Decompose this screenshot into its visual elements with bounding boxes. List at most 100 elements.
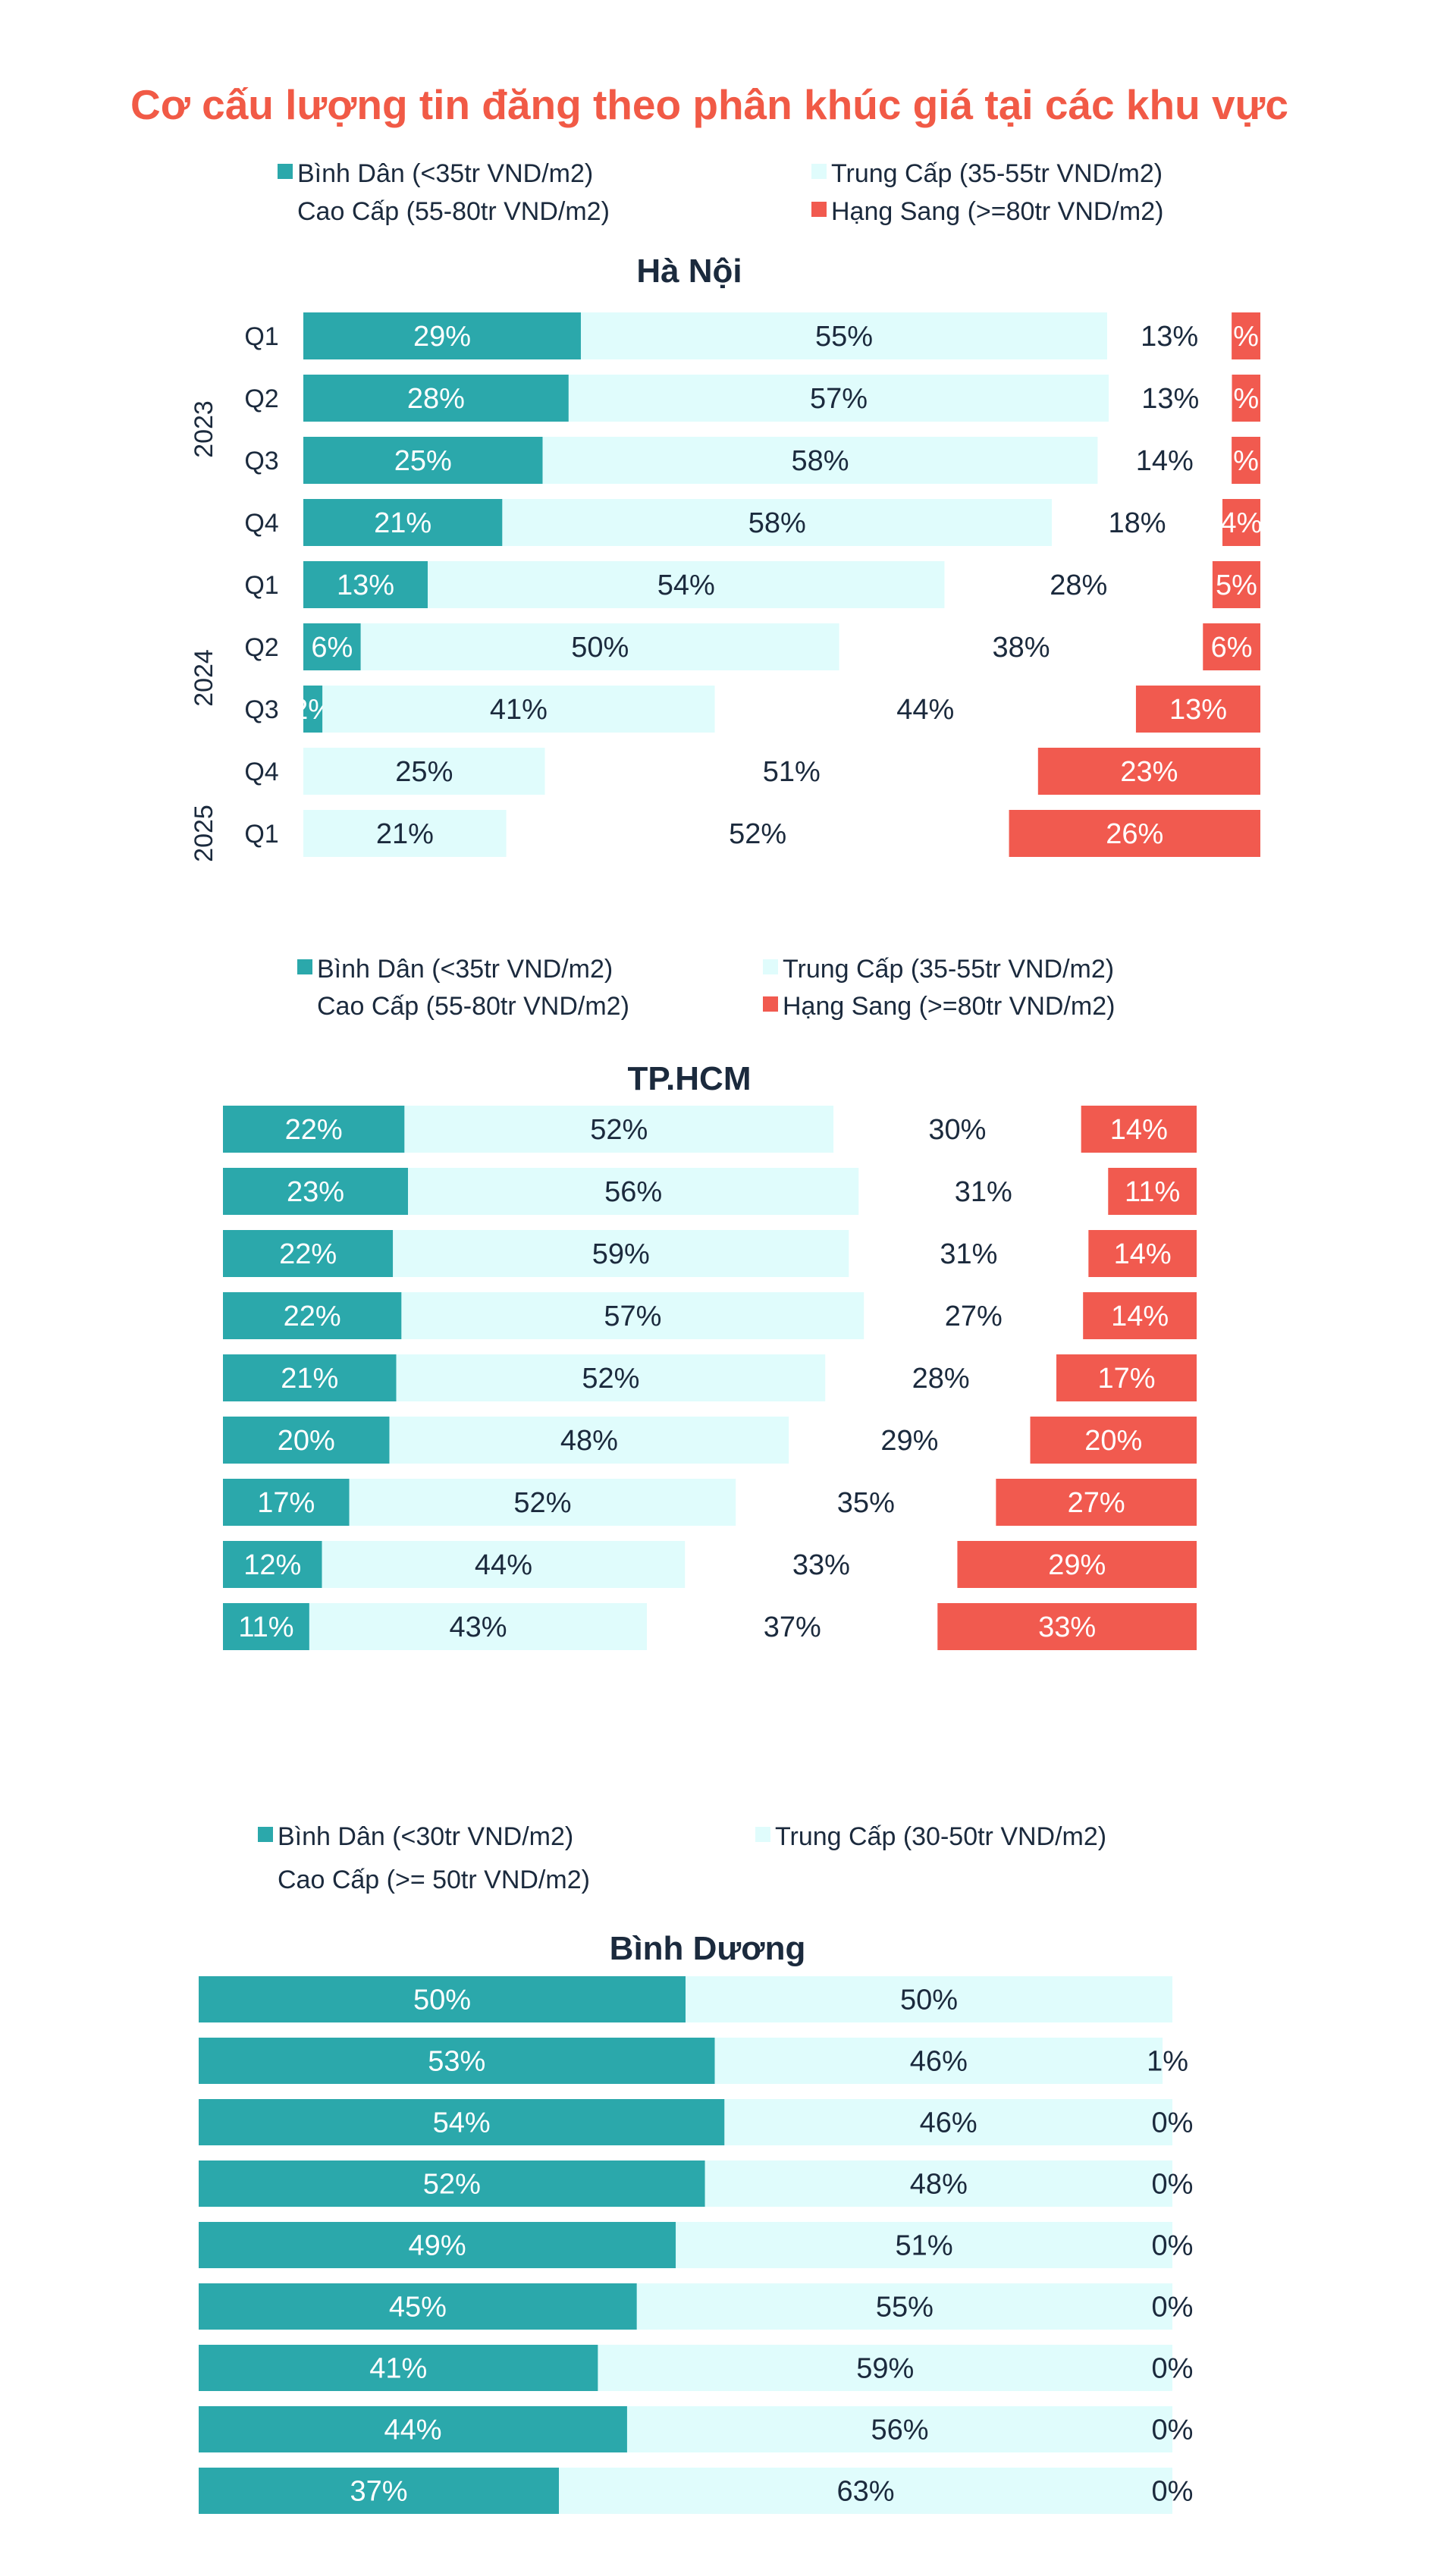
bar-segment <box>858 1168 1109 1215</box>
bar-segment <box>1083 1292 1197 1339</box>
legend-label: Bình Dân (<35tr VND/m2) <box>317 955 613 984</box>
bar-segment <box>1052 499 1223 546</box>
data-label: 25% <box>394 445 452 477</box>
data-label: 0% <box>1152 2230 1194 2262</box>
year-label: 2024 <box>190 649 218 707</box>
year-label: 2023 <box>190 400 218 458</box>
legend-label: Trung Cấp (35-55tr VND/m2) <box>831 159 1163 188</box>
bar-segment <box>506 810 1009 857</box>
bar-segment <box>322 1541 686 1588</box>
bar-segment <box>303 499 503 546</box>
bar-segment <box>199 2160 705 2207</box>
data-label: 14% <box>1111 1301 1169 1332</box>
bar-segment <box>393 1230 849 1277</box>
legend-label: Bình Dân (<35tr VND/m2) <box>297 159 593 188</box>
data-label: 4% <box>1221 507 1263 539</box>
bar-segment <box>559 2468 1172 2514</box>
data-label: 43% <box>450 1611 507 1643</box>
legend-label: Cao Cấp (>= 50tr VND/m2) <box>278 1866 590 1894</box>
chart-title: TP.HCM <box>628 1060 752 1097</box>
bar-segment <box>428 561 945 608</box>
bar-segment <box>825 1354 1057 1401</box>
data-label: 20% <box>278 1425 335 1457</box>
data-label: 56% <box>604 1176 662 1208</box>
data-label: 29% <box>413 321 471 353</box>
bar-segment <box>199 2099 725 2145</box>
bar-segment <box>502 499 1053 546</box>
bar-segment <box>1107 312 1232 359</box>
data-label: 58% <box>748 507 806 539</box>
data-label: 55% <box>815 321 873 353</box>
legend-swatch <box>278 202 293 217</box>
data-label: 14% <box>1136 445 1194 477</box>
data-label: 31% <box>940 1238 997 1270</box>
bar-segment <box>199 2468 560 2514</box>
category-label: Q4 <box>244 758 278 786</box>
bar-segment <box>199 1976 686 2022</box>
data-label: 11% <box>238 1611 293 1643</box>
legend-swatch <box>258 1827 273 1842</box>
bar-segment <box>636 2283 1172 2330</box>
data-label: 44% <box>896 694 954 726</box>
bar-segment <box>568 375 1109 422</box>
data-label: 17% <box>257 1487 315 1519</box>
data-label: 45% <box>389 2292 447 2324</box>
bar-segment <box>1009 810 1260 857</box>
bar-segment <box>1037 748 1260 795</box>
bar-segment <box>704 2160 1172 2207</box>
data-label: 37% <box>350 2476 408 2508</box>
bar-segment <box>303 810 507 857</box>
data-label: 44% <box>475 1549 532 1581</box>
bar-segment <box>864 1292 1084 1339</box>
data-label: 13% <box>1169 694 1227 726</box>
data-label: 31% <box>955 1176 1012 1208</box>
data-label: 11% <box>1125 1176 1180 1208</box>
legend-swatch <box>297 959 312 974</box>
data-label: 13% <box>1141 321 1198 353</box>
data-label: 49% <box>409 2230 466 2262</box>
bar-segment <box>199 2283 637 2330</box>
data-label: 51% <box>763 756 821 788</box>
bar-segment <box>223 1354 397 1401</box>
data-label: 55% <box>876 2292 934 2324</box>
legend-swatch <box>278 164 293 179</box>
data-label: 14% <box>1110 1114 1168 1146</box>
bar-segment <box>389 1417 789 1464</box>
data-label: 56% <box>871 2415 928 2446</box>
year-label: 2025 <box>190 805 218 862</box>
category-label: Q1 <box>244 322 278 351</box>
data-label: 28% <box>407 383 465 415</box>
bar-segment <box>223 1230 394 1277</box>
data-label: 22% <box>284 1301 341 1332</box>
data-label: 27% <box>1068 1487 1125 1519</box>
bar-segment <box>598 2345 1172 2391</box>
data-label: 22% <box>279 1238 337 1270</box>
bar-segment <box>1232 375 1260 422</box>
legend-label: Cao Cấp (55-80tr VND/m2) <box>317 992 629 1021</box>
data-label: 29% <box>880 1425 938 1457</box>
data-label: 50% <box>571 632 629 664</box>
bar-segment <box>1135 686 1260 733</box>
bar-segment <box>944 561 1213 608</box>
data-label: 21% <box>281 1363 338 1395</box>
category-label: Q2 <box>244 384 278 413</box>
bar-segment <box>542 437 1098 484</box>
data-label: 26% <box>1106 818 1163 850</box>
bar-segment <box>626 2406 1172 2452</box>
data-label: 13% <box>1141 383 1199 415</box>
data-label: 29% <box>1048 1549 1106 1581</box>
bar-segment <box>199 2038 715 2084</box>
data-label: 0% <box>1152 2415 1194 2446</box>
data-label: 22% <box>285 1114 343 1146</box>
bar-segment <box>396 1354 826 1401</box>
data-label: 28% <box>1050 570 1107 601</box>
bar-segment <box>303 375 569 422</box>
bar-segment <box>1088 1230 1197 1277</box>
bar-segment <box>309 1603 648 1650</box>
data-label: 50% <box>900 1985 958 2016</box>
bar-segment <box>996 1479 1197 1526</box>
data-label: 59% <box>592 1238 650 1270</box>
bar-segment <box>724 2099 1172 2145</box>
bar-segment <box>223 1106 405 1153</box>
